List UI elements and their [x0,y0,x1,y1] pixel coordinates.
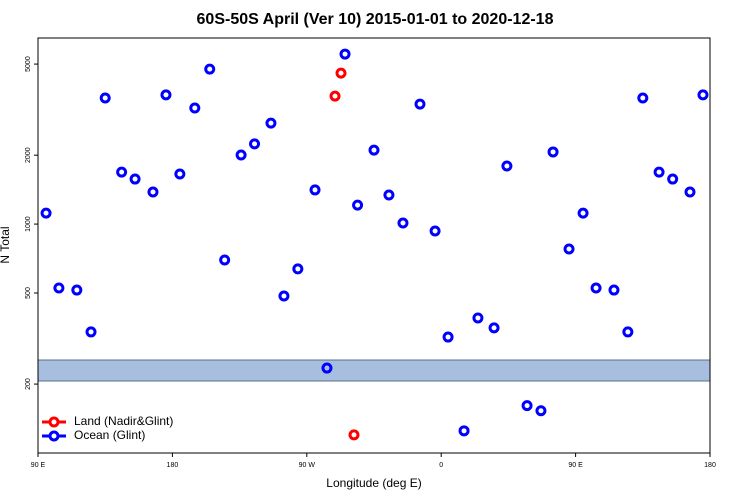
point [667,173,679,185]
x-tick-label: 0 [439,462,443,469]
point [189,102,201,114]
point [383,189,395,201]
point [292,263,304,275]
plot-frame [37,37,711,454]
x-tick-label: 180 [704,462,716,469]
point [99,92,111,104]
point [608,284,620,296]
point [429,225,441,237]
point [352,199,364,211]
point [116,166,128,178]
point [329,90,341,102]
point [368,144,380,156]
point [414,98,426,110]
point [547,146,559,158]
y-tick-label: 1000 [25,216,32,232]
x-tick-label: 90 E [568,462,583,469]
point [174,168,186,180]
y-axis-label: N Total [0,226,12,263]
point [339,48,351,60]
point [321,362,333,374]
legend-marker [48,416,60,428]
point [85,326,97,338]
x-tick-label: 180 [167,462,179,469]
chart-title: 60S-50S April (Ver 10) 2015-01-01 to 202… [197,11,554,28]
point [577,207,589,219]
point [348,429,360,441]
point [521,400,533,412]
point [129,173,141,185]
point [265,117,277,129]
legend-label: Land (Nadir&Glint) [74,414,173,428]
point [535,405,547,417]
point [653,166,665,178]
legend-marker [48,430,60,442]
point [472,312,484,324]
point [442,331,454,343]
point [249,138,261,150]
point [147,186,159,198]
point [590,282,602,294]
point [160,89,172,101]
latitude-band [37,359,711,382]
legend-label: Ocean (Glint) [74,428,145,442]
point [622,326,634,338]
y-tick-label: 500 [25,287,32,299]
point [397,217,409,229]
y-tick-label: 200 [25,378,32,390]
x-tick-label: 90 W [299,462,316,469]
point [458,425,470,437]
point [204,63,216,75]
point [697,89,709,101]
y-tick-label: 5000 [25,56,32,72]
x-axis-label: Longitude (deg E) [326,476,421,490]
point [684,186,696,198]
point [278,290,290,302]
point [501,160,513,172]
y-tick-label: 2000 [25,147,32,163]
point [563,243,575,255]
x-tick-label: 90 E [31,462,46,469]
point [235,149,247,161]
point [53,282,65,294]
point [335,67,347,79]
point [71,284,83,296]
point [219,254,231,266]
point [488,322,500,334]
point [40,207,52,219]
point [637,92,649,104]
point [309,184,321,196]
